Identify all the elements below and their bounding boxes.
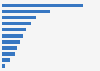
Bar [2, 4, 82, 7]
Bar [2, 22, 31, 25]
Bar [2, 52, 15, 56]
Bar [2, 40, 20, 44]
Bar [2, 28, 26, 32]
Bar [2, 34, 23, 37]
Bar [2, 58, 10, 62]
Bar [2, 16, 36, 19]
Bar [2, 46, 17, 50]
Bar [2, 10, 50, 13]
Bar [2, 64, 5, 68]
